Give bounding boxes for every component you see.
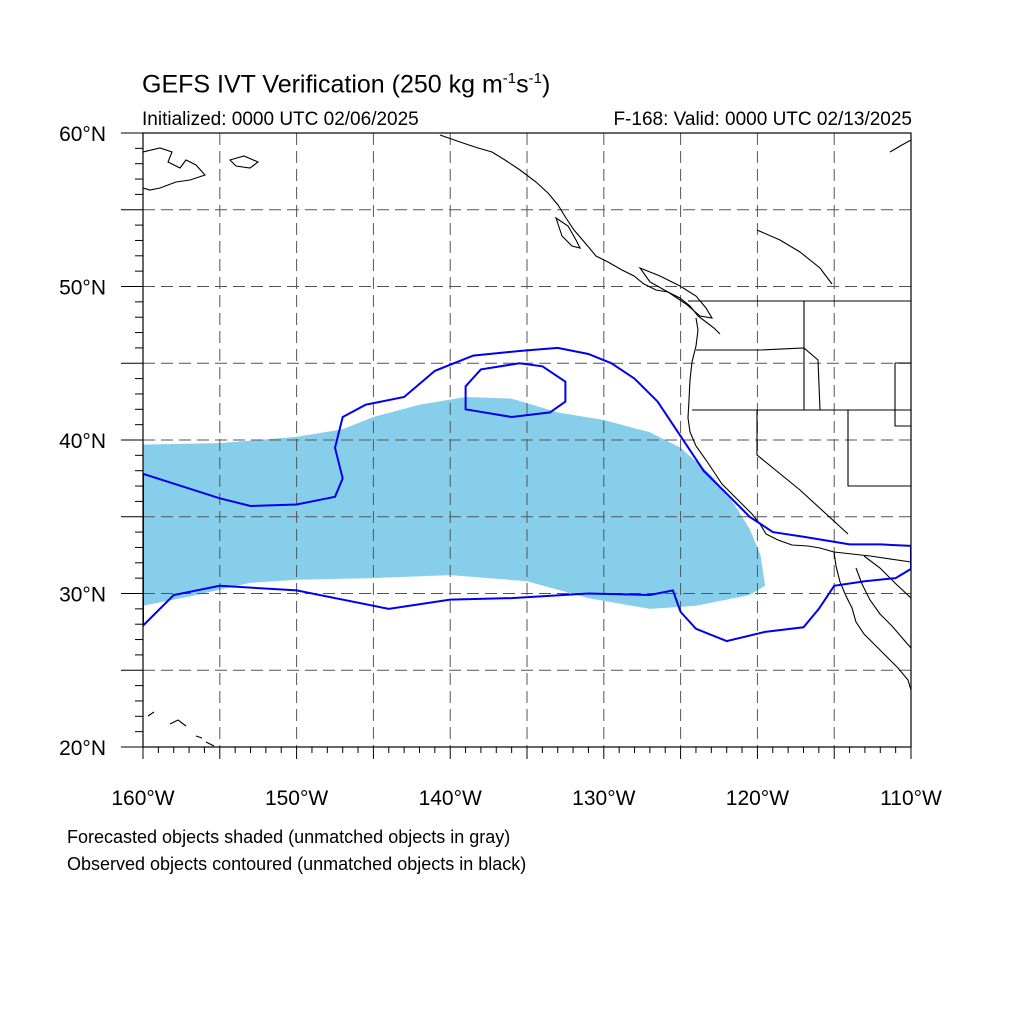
coastline-alaska: [143, 147, 206, 191]
observed-note: Observed objects contoured (unmatched ob…: [67, 854, 527, 874]
border-wa-or: [696, 347, 805, 410]
lat-tick-label: 30°N: [59, 584, 106, 607]
coastline-gulf-california: [855, 567, 911, 649]
axis-ticks: [121, 132, 912, 759]
coastline-washington: [687, 317, 835, 553]
lat-tick-label: 40°N: [59, 430, 106, 453]
lon-tick-label: 160°W: [111, 787, 174, 810]
lon-tick-label: 140°W: [419, 787, 482, 810]
axis-labels: 160°W 150°W 140°W 130°W 120°W 110°W 60°N 50°N 40…: [59, 123, 942, 810]
valid-time: F-168: Valid: 0000 UTC 02/13/2025: [613, 109, 912, 130]
lon-tick-label: 130°W: [572, 787, 635, 810]
lat-tick-label: 60°N: [59, 123, 106, 146]
observed-objects: [143, 346, 911, 643]
lat-lon-grid: [143, 133, 911, 747]
border-ut: [847, 410, 911, 487]
coastline-kodiak: [228, 155, 260, 169]
coastline-bc-interior: [756, 229, 833, 285]
chart-title: GEFS IVT Verification (250 kg m-1s-1): [142, 70, 551, 99]
initialized-time: Initialized: 0000 UTC 02/06/2025: [142, 109, 419, 130]
coastline-baja: [833, 551, 911, 691]
lon-tick-label: 150°W: [265, 787, 328, 810]
coastline-mainland-mexico: [863, 555, 911, 599]
forecast-objects: [143, 397, 766, 609]
coastlines-and-borders: [143, 134, 911, 747]
forecast-object-shaded: [143, 397, 766, 609]
lon-tick-label: 110°W: [880, 787, 942, 810]
border-wy: [894, 362, 911, 427]
border-us-mexico: [833, 551, 911, 563]
border-id-mt: [803, 301, 821, 411]
coastline-hawaii: [147, 711, 215, 747]
border-ca-nv: [756, 410, 849, 535]
legend-notes: Forecasted objects shaded (unmatched obj…: [67, 824, 526, 878]
coastline-alaska-peninsula: [889, 139, 911, 153]
lat-tick-label: 20°N: [59, 737, 106, 760]
lat-tick-label: 50°N: [59, 277, 106, 300]
lon-tick-label: 120°W: [726, 787, 789, 810]
coastline-haida-gwaii: [554, 216, 582, 249]
forecast-note: Forecasted objects shaded (unmatched obj…: [67, 827, 511, 847]
coastline-vancouver-island: [638, 266, 714, 319]
observed-object-inner-contour: [464, 362, 567, 419]
coastline-bc: [439, 134, 721, 335]
observed-object-contour: [143, 346, 911, 643]
